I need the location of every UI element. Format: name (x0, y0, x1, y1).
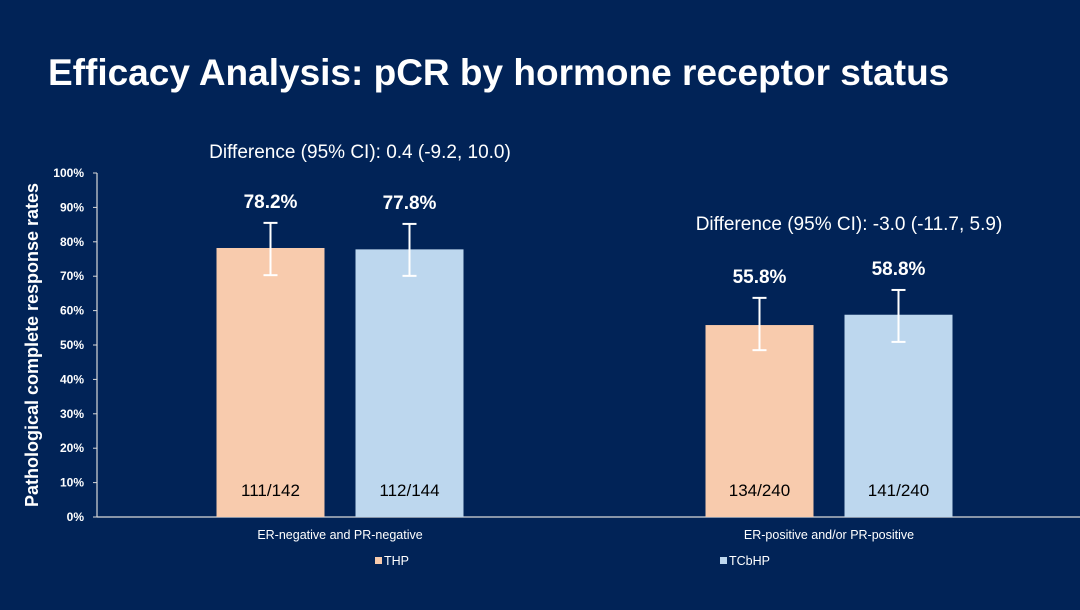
legend-label: THP (384, 554, 409, 568)
legend-swatch-thp (375, 557, 382, 564)
y-tick-label: 20% (60, 441, 84, 455)
y-tick-label: 100% (53, 166, 84, 180)
difference-annotation: Difference (95% CI): -3.0 (-11.7, 5.9) (696, 214, 1003, 235)
y-tick-label: 10% (60, 476, 84, 490)
bar-thp (705, 325, 814, 517)
count-label: 141/240 (868, 481, 929, 500)
category-label: ER-positive and/or PR-positive (744, 528, 914, 542)
difference-annotation: Difference (95% CI): 0.4 (-9.2, 10.0) (209, 142, 511, 163)
category-label: ER-negative and PR-negative (257, 528, 422, 542)
y-axis-label: Pathological complete response rates (22, 183, 42, 507)
bar-thp (216, 247, 325, 517)
data-label: 58.8% (872, 259, 926, 280)
slide-title: Efficacy Analysis: pCR by hormone recept… (48, 52, 950, 93)
y-tick-label: 90% (60, 200, 84, 214)
y-tick-label: 80% (60, 235, 84, 249)
bar-tcbhp (355, 249, 464, 518)
y-tick-label: 50% (60, 338, 84, 352)
y-tick-label: 40% (60, 372, 84, 386)
count-label: 134/240 (729, 481, 790, 500)
legend-swatch-tcbhp (720, 557, 727, 564)
y-tick-label: 60% (60, 304, 84, 318)
y-tick-label: 0% (67, 510, 85, 524)
count-label: 111/142 (241, 481, 300, 500)
data-label: 78.2% (244, 192, 298, 213)
y-tick-label: 70% (60, 269, 84, 283)
y-tick-label: 30% (60, 407, 84, 421)
data-label: 55.8% (733, 267, 787, 288)
legend-label: TCbHP (729, 554, 770, 568)
bar-tcbhp (844, 314, 953, 517)
count-label: 112/144 (379, 481, 439, 500)
data-label: 77.8% (383, 193, 437, 214)
